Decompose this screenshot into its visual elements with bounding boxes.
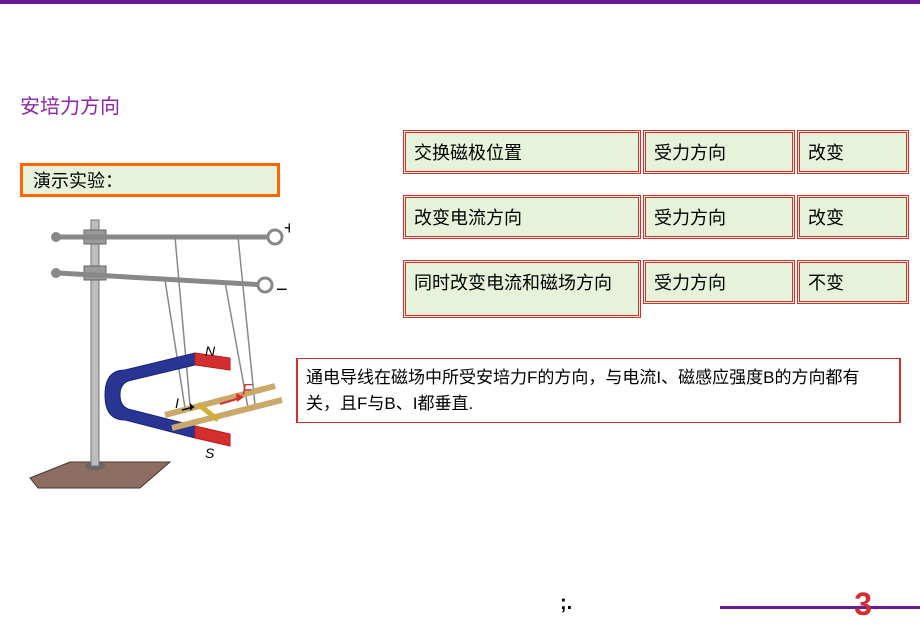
n-pole-label: N — [205, 343, 216, 359]
bottom-accent-line — [720, 606, 920, 609]
table-row: 同时改变电流和磁场方向 受力方向 不变 — [403, 260, 911, 318]
table-row: 交换磁极位置 受力方向 改变 — [403, 130, 911, 174]
cell-subject: 受力方向 — [643, 260, 795, 304]
top-border — [0, 0, 920, 4]
cell-subject: 受力方向 — [643, 130, 795, 174]
page-title: 安培力方向 — [20, 90, 120, 119]
plus-label: + — [284, 218, 290, 238]
cell-result: 改变 — [797, 195, 909, 239]
demo-label-text: 演示实验： — [33, 167, 123, 193]
conclusion-box: 通电导线在磁场中所受安培力F的方向，与电流I、磁感应强度B的方向都有关，且F与B… — [296, 358, 901, 423]
cell-result: 不变 — [797, 260, 909, 304]
minus-label: − — [276, 279, 288, 301]
footer-mark: ;. — [560, 592, 572, 615]
cell-subject: 受力方向 — [643, 195, 795, 239]
force-label: F — [242, 382, 253, 399]
table-row: 改变电流方向 受力方向 改变 — [403, 195, 911, 239]
page-number: 3 — [854, 586, 872, 623]
cell-action: 交换磁极位置 — [403, 130, 641, 174]
cell-result: 改变 — [797, 130, 909, 174]
cell-action: 改变电流方向 — [403, 195, 641, 239]
current-label: I — [175, 395, 179, 411]
demo-experiment-label: 演示实验： — [20, 163, 280, 197]
s-pole-label: S — [205, 445, 215, 461]
cell-action: 同时改变电流和磁场方向 — [403, 260, 641, 318]
apparatus-diagram: + − N S I F — [20, 210, 290, 500]
